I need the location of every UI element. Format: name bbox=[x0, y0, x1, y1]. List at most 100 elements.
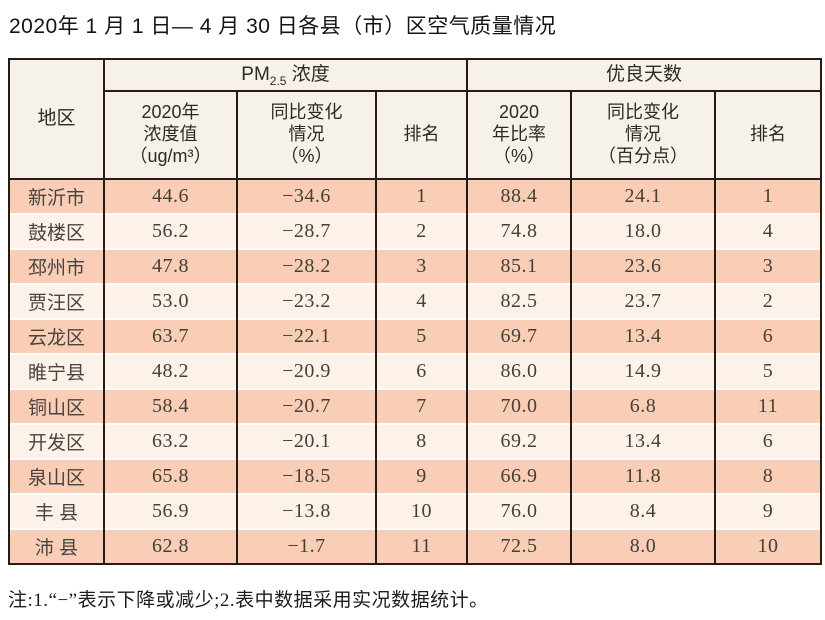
header-line: （%） bbox=[493, 145, 546, 166]
gd-change-cell: 23.7 bbox=[570, 283, 717, 319]
pm-change-cell: −28.2 bbox=[236, 248, 377, 284]
pm-change-cell: −20.9 bbox=[236, 353, 377, 389]
table-row: 泉山区 65.8 −18.5 9 66.9 11.8 8 bbox=[8, 458, 823, 494]
region-cell: 睢宁县 bbox=[8, 353, 105, 389]
pm25-label-subscript: 2.5 bbox=[269, 74, 287, 89]
header-gd-rank: 排名 bbox=[714, 91, 823, 180]
conc-cell: 56.9 bbox=[103, 493, 238, 529]
pm-change-cell: −1.7 bbox=[236, 528, 377, 564]
pm-rank-cell: 1 bbox=[374, 179, 469, 214]
gd-rank-cell: 10 bbox=[714, 528, 823, 564]
gd-change-cell: 11.8 bbox=[570, 458, 717, 494]
pm25-label-suffix: 浓度 bbox=[286, 64, 330, 86]
pm-change-cell: −22.1 bbox=[236, 318, 377, 354]
header-group-pm25: PM2.5 浓度 bbox=[102, 59, 469, 92]
region-cell: 泉山区 bbox=[8, 458, 105, 494]
gd-change-cell: 6.8 bbox=[570, 388, 717, 424]
ratio-cell: 86.0 bbox=[466, 353, 573, 389]
table-row: 铜山区 58.4 −20.7 7 70.0 6.8 11 bbox=[8, 388, 823, 424]
gd-change-cell: 18.0 bbox=[570, 213, 717, 249]
gd-rank-cell: 2 bbox=[714, 283, 823, 319]
gd-rank-cell: 1 bbox=[714, 179, 823, 214]
header-line: （百分点） bbox=[598, 145, 689, 166]
ratio-cell: 74.8 bbox=[466, 213, 573, 249]
pm-rank-cell: 2 bbox=[374, 213, 469, 249]
header-group-good-days: 优良天数 bbox=[466, 59, 823, 92]
pm-rank-cell: 5 bbox=[374, 318, 469, 354]
gd-change-cell: 23.6 bbox=[570, 248, 717, 284]
pm25-label-prefix: PM bbox=[241, 64, 270, 86]
gd-change-cell: 8.4 bbox=[570, 493, 717, 529]
header-ratio: 2020 年比率 （%） bbox=[466, 91, 573, 180]
table-row: 鼓楼区 56.2 −28.7 2 74.8 18.0 4 bbox=[8, 213, 823, 249]
conc-cell: 53.0 bbox=[103, 283, 238, 319]
region-cell: 鼓楼区 bbox=[8, 213, 105, 249]
conc-cell: 65.8 bbox=[103, 458, 238, 494]
ratio-cell: 69.7 bbox=[466, 318, 573, 354]
table-row: 睢宁县 48.2 −20.9 6 86.0 14.9 5 bbox=[8, 353, 823, 389]
conc-cell: 48.2 bbox=[103, 353, 238, 389]
region-cell: 贾汪区 bbox=[8, 283, 105, 319]
ratio-cell: 85.1 bbox=[466, 248, 573, 284]
header-concentration: 2020年 浓度值 （ug/m³） bbox=[103, 91, 238, 180]
gd-rank-cell: 6 bbox=[714, 423, 823, 459]
pm-rank-cell: 8 bbox=[374, 423, 469, 459]
conc-cell: 58.4 bbox=[103, 388, 238, 424]
pm-change-cell: −18.5 bbox=[236, 458, 377, 494]
header-pm-change: 同比变化 情况 （%） bbox=[236, 91, 377, 180]
pm-rank-cell: 3 bbox=[374, 248, 469, 284]
ratio-cell: 69.2 bbox=[466, 423, 573, 459]
table-body: 新沂市 44.6 −34.6 1 88.4 24.1 1 鼓楼区 56.2 −2… bbox=[8, 179, 823, 564]
conc-cell: 63.2 bbox=[103, 423, 238, 459]
gd-rank-cell: 9 bbox=[714, 493, 823, 529]
table-row: 贾汪区 53.0 −23.2 4 82.5 23.7 2 bbox=[8, 283, 823, 319]
table-row: 开发区 63.2 −20.1 8 69.2 13.4 6 bbox=[8, 423, 823, 459]
header-pm-rank: 排名 bbox=[374, 91, 469, 180]
gd-rank-cell: 11 bbox=[714, 388, 823, 424]
header-region: 地区 bbox=[8, 59, 105, 180]
region-cell: 新沂市 bbox=[8, 179, 105, 214]
ratio-cell: 72.5 bbox=[466, 528, 573, 564]
table-row: 新沂市 44.6 −34.6 1 88.4 24.1 1 bbox=[8, 179, 823, 214]
header-line: （%） bbox=[280, 145, 333, 166]
pm-rank-cell: 4 bbox=[374, 283, 469, 319]
air-quality-table: 地区 PM2.5 浓度 优良天数 2020年 浓度值 （ug/m³） 同比变化 … bbox=[8, 58, 823, 565]
table-row: 沛 县 62.8 −1.7 11 72.5 8.0 10 bbox=[8, 528, 823, 564]
pm-change-cell: −34.6 bbox=[236, 179, 377, 214]
ratio-cell: 82.5 bbox=[466, 283, 573, 319]
header-line: 2020 bbox=[498, 102, 540, 123]
header-line: 同比变化 bbox=[607, 102, 680, 123]
conc-cell: 63.7 bbox=[103, 318, 238, 354]
pm-rank-cell: 6 bbox=[374, 353, 469, 389]
region-cell: 开发区 bbox=[8, 423, 105, 459]
gd-rank-cell: 5 bbox=[714, 353, 823, 389]
pm-change-cell: −28.7 bbox=[236, 213, 377, 249]
pm-rank-cell: 9 bbox=[374, 458, 469, 494]
ratio-cell: 70.0 bbox=[466, 388, 573, 424]
table-footnote: 注:1.“−”表示下降或减少;2.表中数据采用实况数据统计。 bbox=[8, 590, 489, 611]
region-cell: 邳州市 bbox=[8, 248, 105, 284]
header-line: 情况 bbox=[288, 124, 325, 145]
header-line: 浓度值 bbox=[143, 124, 198, 145]
pm-change-cell: −20.1 bbox=[236, 423, 377, 459]
conc-cell: 44.6 bbox=[103, 179, 238, 214]
table-row: 丰 县 56.9 −13.8 10 76.0 8.4 9 bbox=[8, 493, 823, 529]
page-title: 2020年 1 月 1 日— 4 月 30 日各县（市）区空气质量情况 bbox=[9, 15, 557, 38]
gd-change-cell: 13.4 bbox=[570, 318, 717, 354]
header-line: 同比变化 bbox=[270, 102, 343, 123]
header-line: （ug/m³） bbox=[129, 145, 212, 166]
ratio-cell: 88.4 bbox=[466, 179, 573, 214]
pm-change-cell: −23.2 bbox=[236, 283, 377, 319]
gd-change-cell: 24.1 bbox=[570, 179, 717, 214]
gd-rank-cell: 8 bbox=[714, 458, 823, 494]
ratio-cell: 66.9 bbox=[466, 458, 573, 494]
region-cell: 丰 县 bbox=[8, 493, 105, 529]
header-line: 年比率 bbox=[492, 124, 547, 145]
conc-cell: 56.2 bbox=[103, 213, 238, 249]
gd-rank-cell: 4 bbox=[714, 213, 823, 249]
conc-cell: 62.8 bbox=[103, 528, 238, 564]
table-row: 云龙区 63.7 −22.1 5 69.7 13.4 6 bbox=[8, 318, 823, 354]
table-header: 地区 PM2.5 浓度 优良天数 2020年 浓度值 （ug/m³） 同比变化 … bbox=[8, 59, 823, 180]
pm-rank-cell: 10 bbox=[374, 493, 469, 529]
